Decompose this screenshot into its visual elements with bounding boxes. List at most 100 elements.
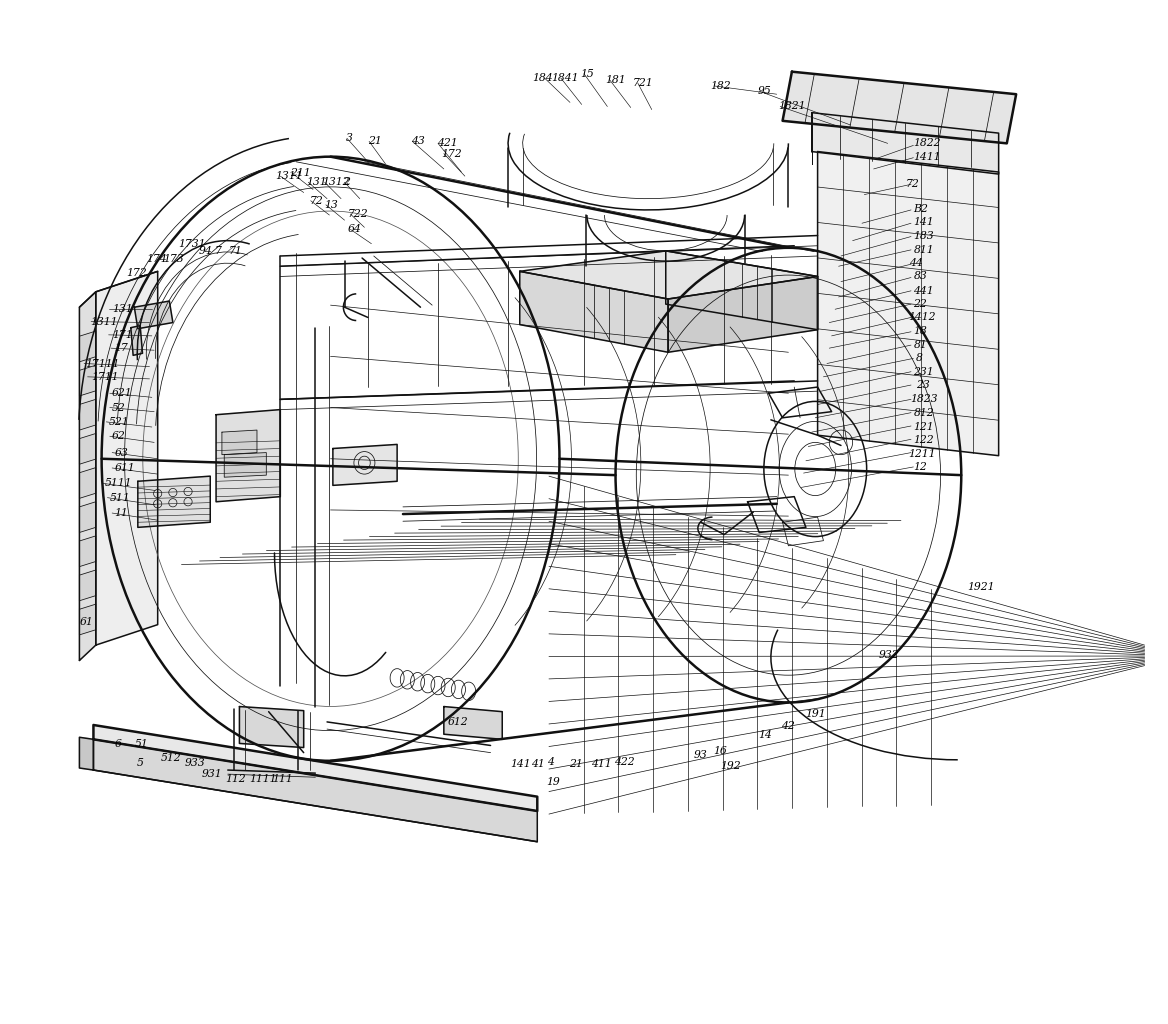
Text: 14: 14	[758, 730, 772, 740]
Polygon shape	[444, 707, 502, 739]
Text: 1311: 1311	[276, 171, 304, 181]
Text: 5111: 5111	[105, 478, 133, 488]
Text: 512: 512	[161, 753, 182, 763]
Text: 22: 22	[913, 299, 927, 309]
Text: 15: 15	[580, 69, 595, 79]
Polygon shape	[134, 301, 173, 329]
Text: 1211: 1211	[909, 449, 937, 459]
Text: 21: 21	[569, 759, 583, 769]
Text: 511: 511	[110, 493, 131, 503]
Text: 811: 811	[913, 245, 934, 255]
Text: 932: 932	[878, 650, 899, 660]
Text: 95: 95	[758, 86, 772, 96]
Polygon shape	[520, 251, 818, 299]
Text: 72: 72	[310, 196, 324, 206]
Polygon shape	[222, 430, 257, 455]
Text: 231: 231	[913, 367, 934, 377]
Text: 1921: 1921	[967, 582, 995, 592]
Text: 5: 5	[137, 758, 144, 768]
Text: 812: 812	[913, 408, 934, 418]
Text: 172: 172	[442, 148, 463, 159]
Text: 43: 43	[411, 136, 425, 146]
Text: 111: 111	[272, 774, 293, 784]
Text: 3: 3	[346, 133, 353, 143]
Text: 52: 52	[112, 402, 126, 413]
Text: 42: 42	[781, 721, 795, 731]
Text: 171: 171	[112, 330, 133, 340]
Text: 71: 71	[229, 246, 243, 256]
Text: 181: 181	[605, 75, 626, 85]
Text: 183: 183	[913, 230, 934, 241]
Text: 422: 422	[614, 757, 635, 767]
Text: 83: 83	[913, 271, 927, 282]
Text: 93: 93	[694, 750, 708, 760]
Polygon shape	[96, 271, 158, 645]
Polygon shape	[93, 739, 537, 842]
Polygon shape	[79, 502, 96, 532]
Text: 141: 141	[510, 759, 531, 769]
Polygon shape	[79, 536, 96, 566]
Polygon shape	[239, 707, 304, 748]
Text: 191: 191	[805, 709, 826, 719]
Polygon shape	[79, 604, 96, 635]
Text: 611: 611	[114, 463, 135, 473]
Polygon shape	[520, 271, 668, 352]
Polygon shape	[818, 152, 999, 456]
Polygon shape	[79, 570, 96, 601]
Polygon shape	[224, 453, 266, 477]
Text: 51: 51	[134, 739, 148, 750]
Polygon shape	[79, 433, 96, 464]
Text: 2: 2	[343, 177, 350, 187]
Text: 112: 112	[225, 774, 246, 784]
Text: 17: 17	[114, 343, 128, 353]
Text: B2: B2	[913, 204, 929, 214]
Text: 1311: 1311	[90, 316, 118, 327]
Polygon shape	[138, 476, 210, 527]
Text: 421: 421	[437, 138, 458, 148]
Text: 19: 19	[547, 777, 561, 787]
Text: 174: 174	[146, 254, 167, 264]
Text: 11: 11	[114, 508, 128, 518]
Text: 131: 131	[112, 304, 133, 314]
Text: 931: 931	[202, 769, 223, 779]
Text: 4: 4	[547, 757, 554, 767]
Text: 122: 122	[913, 435, 934, 445]
Text: 41: 41	[531, 759, 545, 769]
Text: 12: 12	[913, 462, 927, 472]
Text: 13: 13	[325, 200, 339, 210]
Polygon shape	[783, 72, 1016, 143]
Text: 81: 81	[913, 340, 927, 350]
Text: 21: 21	[368, 136, 382, 146]
Text: 1411: 1411	[913, 152, 941, 162]
Text: 121: 121	[913, 422, 934, 432]
Polygon shape	[93, 725, 537, 811]
Text: 6: 6	[114, 739, 121, 750]
Text: 721: 721	[633, 78, 654, 88]
Text: 612: 612	[447, 717, 468, 727]
Text: 411: 411	[591, 759, 612, 769]
Text: 141: 141	[913, 217, 934, 227]
Text: 172: 172	[126, 268, 147, 279]
Text: 1823: 1823	[910, 394, 938, 404]
Text: 211: 211	[290, 168, 311, 178]
Polygon shape	[333, 444, 397, 485]
Text: 63: 63	[114, 447, 128, 458]
Polygon shape	[216, 410, 280, 502]
Text: 17111: 17111	[85, 358, 119, 369]
Text: 62: 62	[112, 431, 126, 441]
Text: 521: 521	[109, 417, 130, 427]
Text: 23: 23	[916, 380, 930, 390]
Polygon shape	[79, 737, 93, 770]
Polygon shape	[812, 113, 999, 174]
Text: 1822: 1822	[913, 138, 941, 148]
Text: 441: 441	[913, 286, 934, 296]
Polygon shape	[79, 331, 96, 361]
Text: 1111: 1111	[249, 774, 277, 784]
Text: 182: 182	[710, 81, 731, 91]
Text: 72: 72	[905, 179, 919, 189]
Text: 1731: 1731	[179, 239, 207, 249]
Text: 64: 64	[348, 224, 362, 234]
Text: 1312: 1312	[322, 177, 350, 187]
Text: 44: 44	[909, 258, 923, 268]
Text: 1841: 1841	[551, 73, 579, 83]
